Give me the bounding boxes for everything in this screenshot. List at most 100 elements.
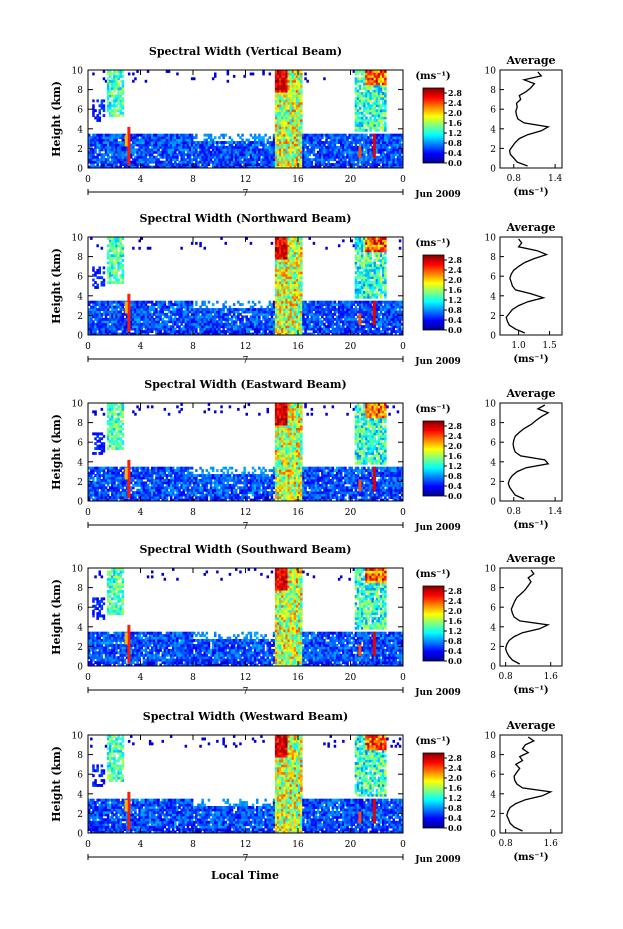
heatmap-cell	[157, 153, 160, 157]
heatmap-cell	[304, 330, 307, 333]
heatmap-cell	[239, 143, 242, 147]
heatmap-cell	[287, 317, 290, 321]
heatmap-cell	[302, 308, 305, 311]
heatmap-cell	[363, 72, 366, 76]
heatmap-cell	[98, 148, 101, 152]
heatmap-cell	[153, 138, 156, 142]
heatmap-cell	[190, 308, 194, 311]
heatmap-cell	[384, 106, 387, 110]
heatmap-cell	[228, 141, 232, 144]
heatmap-cell	[106, 254, 110, 258]
heatmap-cell	[239, 332, 242, 336]
heatmap-cell	[98, 325, 101, 329]
heatmap-cell	[102, 317, 106, 321]
heatmap-cell	[314, 308, 318, 311]
heatmap-cell	[314, 305, 318, 309]
heatmap-cell	[134, 303, 137, 306]
heatmap-cell	[382, 92, 385, 95]
heatmap-cell	[117, 97, 120, 100]
heatmap-cell	[113, 70, 116, 73]
heatmap-cell	[274, 97, 278, 100]
heatmap-cell	[174, 165, 177, 169]
heatmap-cell	[92, 300, 95, 304]
heatmap-cell	[298, 104, 301, 108]
heatmap-cell	[102, 153, 106, 157]
heatmap-cell	[375, 99, 379, 103]
heatmap-cell	[327, 320, 330, 324]
heatmap-cell	[384, 116, 387, 120]
heatmap-cell	[148, 138, 152, 142]
heatmap-cell	[222, 308, 225, 311]
heatmap-cell	[109, 254, 112, 258]
heatmap-cell	[327, 315, 330, 319]
heatmap-cell	[352, 70, 356, 73]
heatmap-cell	[199, 332, 202, 336]
heatmap-cell	[388, 163, 391, 166]
heatmap-cell	[102, 109, 106, 113]
heatmap-cell	[327, 310, 330, 314]
heatmap-cell	[281, 283, 284, 287]
heatmap-cell	[390, 145, 393, 149]
heatmap-cell	[279, 141, 282, 144]
heatmap-cell	[190, 77, 194, 81]
heatmap-cell	[283, 281, 286, 284]
heatmap-cell	[342, 325, 345, 329]
heatmap-cell	[163, 300, 167, 304]
heatmap-cell	[384, 133, 387, 137]
heatmap-cell	[373, 106, 377, 110]
heatmap-cell	[352, 315, 356, 319]
heatmap-cell	[291, 77, 295, 81]
heatmap-cell	[333, 148, 337, 152]
heatmap-cell	[165, 325, 169, 329]
heatmap-cell	[211, 332, 215, 336]
heatmap-cell	[94, 148, 97, 152]
heatmap-cell	[115, 148, 118, 152]
heatmap-cell	[369, 138, 372, 142]
heatmap-cell	[197, 315, 200, 319]
heatmap-cell	[228, 163, 232, 166]
heatmap-cell	[138, 330, 141, 333]
heatmap-cell	[358, 70, 362, 73]
heatmap-cell	[363, 77, 366, 81]
heatmap-cell	[279, 251, 282, 255]
heatmap-cell	[138, 158, 141, 162]
heatmap-cell	[207, 325, 211, 329]
heatmap-cell	[277, 109, 280, 113]
heatmap-cell	[274, 79, 278, 83]
heatmap-cell	[132, 163, 135, 166]
heatmap-cell	[337, 327, 341, 331]
heatmap-cell	[287, 109, 290, 113]
heatmap-cell	[295, 87, 299, 91]
heatmap-cell	[220, 165, 223, 169]
heatmap-cell	[174, 330, 177, 333]
heatmap-cell	[272, 155, 276, 159]
heatmap-cell	[115, 249, 118, 253]
heatmap-cell	[352, 310, 356, 314]
heatmap-cell	[321, 320, 324, 324]
heatmap-cell	[121, 133, 125, 137]
heatmap-cell	[356, 310, 360, 314]
heatmap-cell	[274, 150, 278, 154]
heatmap-cell	[161, 141, 164, 144]
heatmap-cell	[285, 244, 288, 248]
heatmap-cell	[316, 143, 320, 147]
heatmap-cell	[111, 327, 114, 331]
heatmap-cell	[302, 315, 305, 319]
heatmap-cell	[161, 155, 164, 159]
heatmap-cell	[111, 315, 114, 319]
heatmap-cell	[358, 158, 362, 162]
heatmap-cell	[159, 330, 162, 333]
heatmap-cell	[304, 300, 307, 304]
heatmap-cell	[270, 303, 274, 306]
heatmap-cell	[184, 317, 188, 321]
heatmap-cell	[148, 325, 152, 329]
heatmap-cell	[180, 150, 183, 154]
heatmap-cell	[287, 322, 290, 326]
heatmap-cell	[319, 330, 322, 333]
heatmap-cell	[144, 163, 148, 166]
heatmap-cell	[138, 332, 141, 336]
heatmap-cell	[325, 308, 328, 311]
heatmap-cell	[375, 126, 379, 130]
heatmap-cell	[274, 276, 278, 280]
heatmap-cell	[350, 322, 353, 326]
